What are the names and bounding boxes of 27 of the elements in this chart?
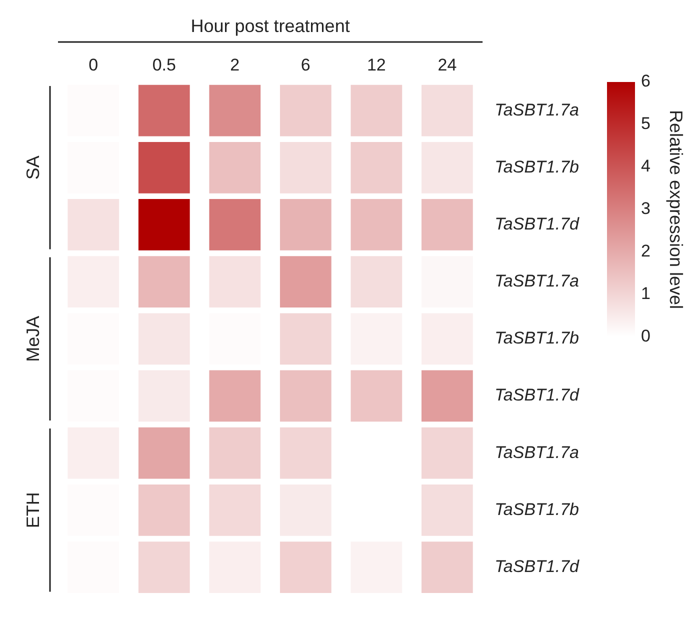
color-bar-label: 6	[641, 72, 650, 91]
y-tick-label: TaSBT1.7a	[494, 442, 580, 462]
y-tick-label: TaSBT1.7d	[494, 556, 580, 576]
color-bar-title: Relative expression level	[666, 110, 686, 310]
y-tick-label: TaSBT1.7d	[494, 386, 580, 405]
y-tick-label: TaSBT1.7b	[494, 500, 580, 519]
text: SA	[22, 156, 43, 180]
x-tick-label: 0.5	[152, 55, 176, 74]
color-bar-label: 5	[641, 114, 650, 134]
x-tick-label: 2	[230, 55, 240, 74]
text: ETH	[22, 492, 43, 528]
x-tick-label: 6	[300, 55, 310, 74]
color-bar-label: 3	[641, 199, 650, 218]
y-tick-label: TaSBT1.7d	[494, 214, 580, 234]
x-tick-label: 0	[88, 55, 98, 74]
y-tick-label: TaSBT1.7a	[494, 272, 580, 291]
color-bar-label: 1	[641, 284, 650, 304]
x-tick-label: 12	[366, 55, 386, 74]
x-tick-label: 24	[438, 55, 457, 74]
x-axis-title: Hour post treatment	[190, 16, 350, 36]
y-tick-label: TaSBT1.7a	[494, 100, 580, 120]
y-tick-label: TaSBT1.7b	[494, 328, 580, 348]
color-bar-label: 2	[641, 242, 650, 261]
color-bar-label: 4	[641, 156, 650, 176]
text: MeJA	[22, 316, 43, 362]
y-tick-label: TaSBT1.7b	[494, 157, 580, 176]
color-bar-label: 0	[641, 326, 650, 346]
